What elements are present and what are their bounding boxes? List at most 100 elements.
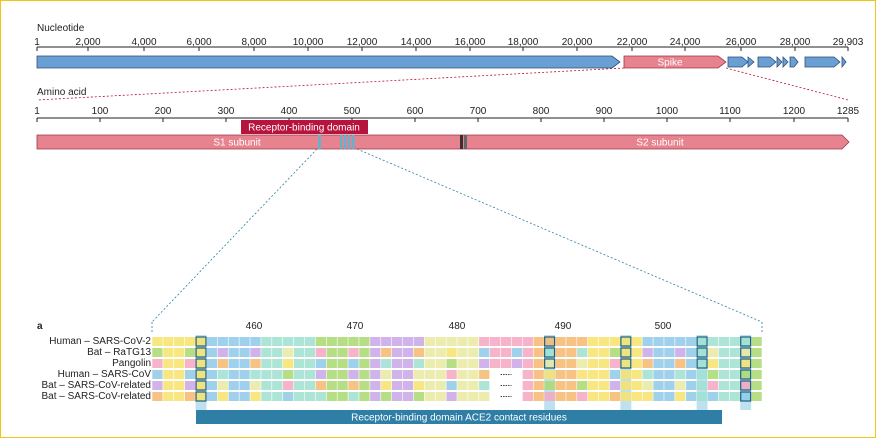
residue-cell: [653, 359, 664, 368]
residue-cell: [577, 381, 588, 390]
residue-cell: [446, 381, 457, 390]
residue-cell: [359, 370, 370, 379]
residue-cell: [424, 359, 435, 368]
residue-cell: [577, 370, 588, 379]
residue-cell: [228, 348, 239, 357]
residue-cell: [152, 348, 163, 357]
nucleotide-tick-label: 16,000: [455, 37, 486, 48]
residue-cell: [359, 359, 370, 368]
nucleotide-tick-label: 8,000: [241, 37, 266, 48]
residue-cell: [272, 370, 283, 379]
residue-cell: [653, 381, 664, 390]
residue-cell: [489, 337, 501, 346]
residue-cell: [381, 359, 392, 368]
residue-cell: [457, 392, 468, 401]
rbd-label: Receptor-binding domain: [248, 123, 360, 134]
residue-cell: [326, 348, 337, 357]
residue-cell: [315, 381, 326, 390]
residue-cell: [304, 392, 316, 401]
contact-residues-bar: [196, 410, 722, 424]
residue-cell: [729, 348, 740, 357]
sequence-label: Bat – RaTG13: [87, 347, 151, 358]
amino-acid-ticks: 1 100 200 300 400 500 600 700 800 900 1000 1100 1200…: [34, 106, 860, 122]
residue-cell: [184, 348, 196, 357]
nucleotide-tick-label: 14,000: [401, 37, 432, 48]
residue-cell: [272, 348, 283, 357]
residue-cell: [707, 337, 719, 346]
residue-cell: [348, 381, 359, 390]
residue-cell: [402, 337, 414, 346]
residue-cell: [566, 359, 577, 368]
residue-cell: [500, 337, 512, 346]
amino-acid-tick-label: 900: [596, 106, 613, 117]
residue-cell: [239, 392, 250, 401]
residue-cell: [642, 381, 653, 390]
residue-cell: [391, 370, 403, 379]
residue-cell: [740, 359, 751, 368]
contact-residues-label: Receptor-binding domain ACE2 contact res…: [351, 413, 567, 424]
nucleotide-tick-label: 4,000: [131, 37, 156, 48]
residue-cell: [457, 370, 468, 379]
sequence-label: Human – SARS-CoV-2: [49, 336, 151, 347]
residue-cell: [293, 348, 305, 357]
contact-mark-2: [340, 135, 343, 149]
residue-cell: [642, 370, 653, 379]
residue-cell: [620, 392, 631, 401]
residue-cell: [533, 359, 544, 368]
residue-cell: [337, 381, 348, 390]
residue-cell: [577, 359, 588, 368]
m-gene: [757, 56, 777, 68]
cleavage-site-mark-2: [464, 135, 467, 149]
residue-cell: [195, 370, 207, 379]
residue-cell: [370, 381, 381, 390]
residue-cell: [163, 381, 174, 390]
residue-cell: [631, 337, 642, 346]
residue-cell: [598, 359, 610, 368]
residue-cell: [424, 370, 435, 379]
nucleotide-tick-label: 22,000: [617, 37, 648, 48]
residue-cell: [315, 359, 326, 368]
residue-cell: [751, 359, 762, 368]
residue-cell: [250, 381, 261, 390]
contact-residue-box: [620, 347, 632, 358]
contact-residue-box: [740, 380, 752, 391]
amino-acid-tick-label: 200: [155, 106, 172, 117]
residue-cell: [631, 359, 642, 368]
residue-cell: [707, 348, 719, 357]
residue-cell: [326, 359, 337, 368]
position-label: 480: [449, 321, 466, 332]
residue-cell: [751, 337, 762, 346]
contact-residue-box: [740, 347, 752, 358]
residue-cell: [707, 370, 719, 379]
residue-cell: [664, 337, 675, 346]
residue-cell: [293, 381, 305, 390]
nucleotide-tick-label: 26,000: [726, 37, 757, 48]
residue-cell: [740, 370, 751, 379]
residue-cell: [609, 392, 621, 401]
residue-cell: [239, 359, 250, 368]
residue-cell: [391, 392, 403, 401]
residue-cell: [609, 370, 621, 379]
nucleotide-tick-label: 1: [34, 37, 40, 48]
residue-cell: [195, 348, 207, 357]
residue-cell: [718, 392, 730, 401]
sequence-label: Bat – SARS-CoV-related: [42, 380, 152, 391]
residue-cell: [740, 348, 751, 357]
residue-cell: [577, 348, 588, 357]
nucleotide-tick-label: 2,000: [75, 37, 100, 48]
position-label: 500: [655, 321, 672, 332]
residue-cell: [315, 370, 326, 379]
residue-cell: [195, 359, 207, 368]
residue-cell: [588, 392, 599, 401]
residue-cell: [446, 337, 457, 346]
residue-cell: [642, 337, 653, 346]
orf8-gene: [789, 56, 799, 68]
residue-cell: [184, 381, 196, 390]
residue-cell: [664, 359, 675, 368]
residue-cell: [315, 392, 326, 401]
residue-cell: [707, 392, 719, 401]
residue-cell: [283, 381, 294, 390]
residue-cell: [598, 392, 610, 401]
residue-cell: [239, 337, 250, 346]
amino-acid-tick-label: 1: [34, 106, 40, 117]
